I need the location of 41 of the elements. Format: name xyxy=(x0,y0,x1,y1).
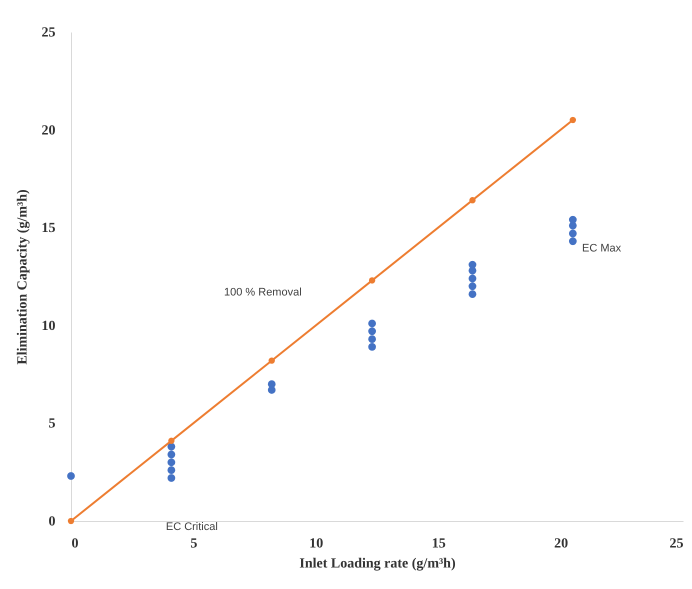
x-tick-label: 20 xyxy=(554,536,568,552)
y-tick-label: 0 xyxy=(48,514,56,530)
x-tick-label: 10 xyxy=(309,536,324,552)
point xyxy=(68,518,74,524)
annotation: EC Max xyxy=(582,242,622,254)
point xyxy=(568,216,577,224)
point xyxy=(167,474,176,482)
point xyxy=(468,260,476,269)
y-tick-label: 25 xyxy=(42,26,56,40)
point xyxy=(368,343,376,351)
point xyxy=(167,442,176,451)
point xyxy=(468,290,476,298)
annotation: 100 % Removal xyxy=(224,286,302,298)
y-tick-label: 5 xyxy=(48,416,56,432)
point xyxy=(168,438,175,444)
point xyxy=(167,450,176,458)
x-tick-label: 15 xyxy=(432,536,446,552)
x-tick-label: 25 xyxy=(670,536,684,552)
point xyxy=(167,466,176,474)
annotation: EC Critical xyxy=(166,521,218,533)
point xyxy=(469,197,476,204)
point xyxy=(368,320,376,328)
point xyxy=(368,277,376,284)
point xyxy=(468,274,476,282)
point xyxy=(67,472,75,480)
point xyxy=(268,380,276,388)
point xyxy=(468,282,476,290)
y-axis-title: Elimination Capacity (g/m³h) xyxy=(16,189,30,365)
x-axis-title: Inlet Loading rate (g/m³h) xyxy=(299,556,456,572)
x-tick-label: 0 xyxy=(72,536,78,552)
y-tick-label: 15 xyxy=(42,221,56,236)
point xyxy=(570,116,576,124)
point xyxy=(368,327,376,336)
point xyxy=(368,335,376,343)
point xyxy=(268,357,275,364)
y-tick-label: 10 xyxy=(42,318,56,334)
point xyxy=(568,237,577,246)
y-tick-label: 20 xyxy=(42,123,56,138)
point xyxy=(167,458,176,466)
point xyxy=(568,230,577,238)
x-tick-label: 5 xyxy=(190,536,198,552)
